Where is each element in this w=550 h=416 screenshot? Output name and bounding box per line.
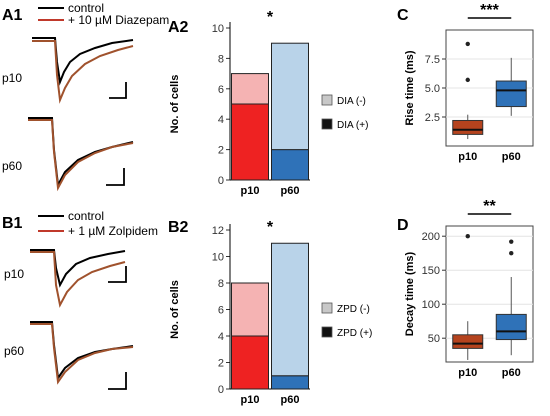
chart-C: C Rise time (ms) 2.5 5.0 7.5 p10 p60 *** xyxy=(397,2,534,163)
panel-A1-letter: A1 xyxy=(2,7,23,24)
legend-swatch-B2-0 xyxy=(321,302,333,314)
panel-C-letter: C xyxy=(397,7,409,24)
scale-bar-A1-p60 xyxy=(106,168,125,186)
y-tick-label-B2-5: 10 xyxy=(212,252,224,264)
bar-A2-p10-dia xyxy=(231,73,269,105)
bar-B2-p60-zpd xyxy=(271,375,309,390)
y-tick-label-D-3: 200 xyxy=(422,231,440,243)
trace-B1-p60-drug xyxy=(30,323,134,385)
trace-B1-p10-drug xyxy=(30,251,126,308)
legend-A1-drug: + 10 µM Diazepam xyxy=(68,13,169,27)
outlier-D-p10-0 xyxy=(465,234,470,239)
B1-row-label-p60: p60 xyxy=(4,344,24,358)
trace-A1-p10-drug xyxy=(32,40,134,104)
bar-B2-p60-zpd xyxy=(271,242,309,377)
y-tick-label-B2-0: 0 xyxy=(218,384,224,396)
box-D-p10 xyxy=(452,334,484,349)
B1-row-label-p10: p10 xyxy=(4,267,24,281)
y-tick-label-B2-2: 4 xyxy=(218,331,224,343)
y-tick-label-A2-3: 6 xyxy=(218,84,224,96)
outlier-C-p10-1 xyxy=(465,41,470,47)
legend-A1-control: control xyxy=(68,1,104,15)
y-tick-label-B2-4: 8 xyxy=(218,278,224,290)
chart-A2: A2 No. of cells 0 2 4 6 8 10 p10 p60 * DIA (-) DIA (… xyxy=(168,9,368,197)
scale-bar-B1-p10 xyxy=(108,266,127,283)
legend-swatch-A2-0 xyxy=(321,94,333,106)
legend-label-A2-1: DIA (+) xyxy=(337,120,368,131)
legend-swatch-B2-1 xyxy=(321,326,333,338)
y-axis-title-A2: No. of cells xyxy=(169,75,181,134)
panel-D-letter: D xyxy=(397,217,409,234)
legend-label-A2-0: DIA (-) xyxy=(337,96,366,107)
bar-B2-p10-zpd xyxy=(231,282,269,337)
y-tick-label-A2-0: 0 xyxy=(218,175,224,187)
box-D-p60 xyxy=(495,313,527,341)
y-tick-label-C-1: 5.0 xyxy=(425,83,440,95)
chart-D: D Decay time (ms) 50 100 150 200 p10 p60 ** xyxy=(397,198,534,379)
y-tick-label-A2-4: 8 xyxy=(218,53,224,65)
significance-A2: * xyxy=(267,9,274,26)
y-tick-label-A2-5: 10 xyxy=(212,23,224,35)
A1-row-label-p10: p10 xyxy=(2,71,22,85)
y-axis-title-D: Decay time (ms) xyxy=(404,251,416,336)
scale-bar-B1-p60 xyxy=(108,372,127,390)
y-tick-label-C-0: 2.5 xyxy=(425,112,440,124)
panel-A1: A1 control + 10 µM Diazepam p10 p60 xyxy=(2,1,169,192)
y-axis-title-B2: No. of cells xyxy=(169,280,181,339)
panel-B1-letter: B1 xyxy=(2,215,23,232)
chart-B2: B2 No. of cells 0 2 4 6 8 10 12 p10 p60 * ZPD (-) ZPD… xyxy=(168,219,372,406)
x-tick-label-D-p60: p60 xyxy=(502,367,521,379)
outlier-C-p10-0 xyxy=(465,77,470,83)
trace-A1-p60-control xyxy=(28,117,134,189)
x-tick-label-B2-p60: p60 xyxy=(281,394,300,406)
y-tick-label-B2-1: 2 xyxy=(218,358,224,370)
panel-A2-letter: A2 xyxy=(168,19,189,36)
x-tick-label-C-p10: p10 xyxy=(458,151,477,163)
x-tick-label-A2-p60: p60 xyxy=(281,185,300,197)
y-tick-label-D-1: 100 xyxy=(422,299,440,311)
y-tick-label-B2-6: 12 xyxy=(212,225,224,237)
trace-A1-p10-control xyxy=(32,37,134,86)
significance-D: ** xyxy=(483,198,496,215)
panel-B1: B1 control + 1 µM Zolpidem p10 p60 xyxy=(2,209,158,390)
bar-A2-p10-dia xyxy=(231,103,269,181)
y-tick-label-A2-2: 4 xyxy=(218,114,224,126)
x-tick-label-B2-p10: p10 xyxy=(241,394,260,406)
y-tick-label-D-2: 150 xyxy=(422,265,440,277)
scale-bar-A1-p10 xyxy=(109,82,127,99)
y-tick-label-C-2: 7.5 xyxy=(425,54,440,66)
trace-A1-p60-drug xyxy=(28,119,134,192)
box-C-p10 xyxy=(452,119,484,135)
y-tick-label-D-0: 50 xyxy=(428,333,440,345)
x-tick-label-C-p60: p60 xyxy=(502,151,521,163)
x-tick-label-D-p10: p10 xyxy=(458,367,477,379)
legend-swatch-A2-1 xyxy=(321,118,333,130)
legend-label-B2-1: ZPD (+) xyxy=(337,328,372,339)
significance-C: *** xyxy=(480,2,499,19)
y-tick-label-B2-3: 6 xyxy=(218,305,224,317)
legend-B1-drug: + 1 µM Zolpidem xyxy=(68,224,158,238)
significance-B2: * xyxy=(267,219,274,236)
outlier-D-p60-0 xyxy=(509,251,514,256)
legend-B1-control: control xyxy=(68,209,104,223)
A1-row-label-p60: p60 xyxy=(2,159,22,173)
outlier-D-p60-1 xyxy=(509,239,514,244)
box-C-p60 xyxy=(495,80,527,108)
trace-B1-p60-control xyxy=(30,321,134,381)
bar-A2-p60-dia xyxy=(271,42,309,151)
bar-A2-p60-dia xyxy=(271,149,309,181)
panel-B2-letter: B2 xyxy=(168,219,189,236)
x-tick-label-A2-p10: p10 xyxy=(241,185,260,197)
bar-B2-p10-zpd xyxy=(231,335,269,390)
y-axis-title-C: Rise time (ms) xyxy=(404,50,416,126)
legend-label-B2-0: ZPD (-) xyxy=(337,304,370,315)
y-tick-label-A2-1: 2 xyxy=(218,145,224,157)
